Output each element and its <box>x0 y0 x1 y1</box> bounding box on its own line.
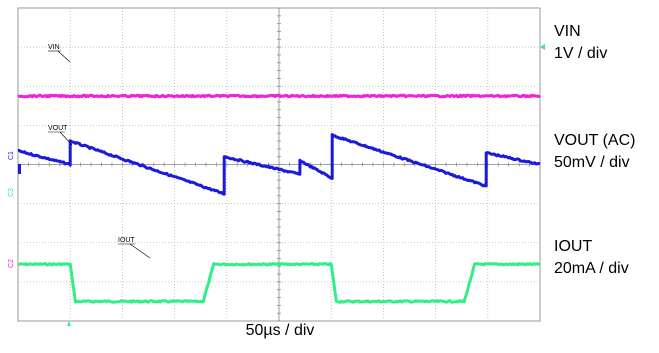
iout-trace-tag: IOUT <box>118 237 135 244</box>
channel-markers: C1 C3 C2 <box>8 44 545 326</box>
iout-tag-leader <box>129 243 151 259</box>
channel-marker-1: C1 <box>8 151 15 160</box>
trigger-marker <box>67 321 71 326</box>
vout-tag-leader <box>59 131 73 146</box>
vin-name-label: VIN <box>554 23 581 40</box>
vout-scale-label: 50mV / div <box>554 154 630 171</box>
ch1-ground-marker <box>18 164 21 174</box>
channel-marker-3: C2 <box>8 259 15 268</box>
vout-trace-tag: VOUT <box>48 125 68 132</box>
vout-trace <box>17 133 541 196</box>
vin-tag-leader <box>57 50 71 63</box>
iout-name-label: IOUT <box>554 238 593 255</box>
vin-level-marker <box>540 44 545 50</box>
vin-trace-tag: VIN <box>48 44 60 51</box>
iout-trace <box>17 93 541 99</box>
iout-scale-label: 20mA / div <box>554 260 629 277</box>
vin-scale-label: 1V / div <box>554 45 608 62</box>
trace-tags: VIN VOUT IOUT <box>48 44 151 259</box>
vin-trace <box>17 262 541 304</box>
vout-name-label: VOUT (AC) <box>554 132 636 149</box>
waveform-traces <box>17 93 541 304</box>
channel-marker-2: C3 <box>8 188 15 197</box>
x-axis-label: 50µs / div <box>245 322 315 339</box>
